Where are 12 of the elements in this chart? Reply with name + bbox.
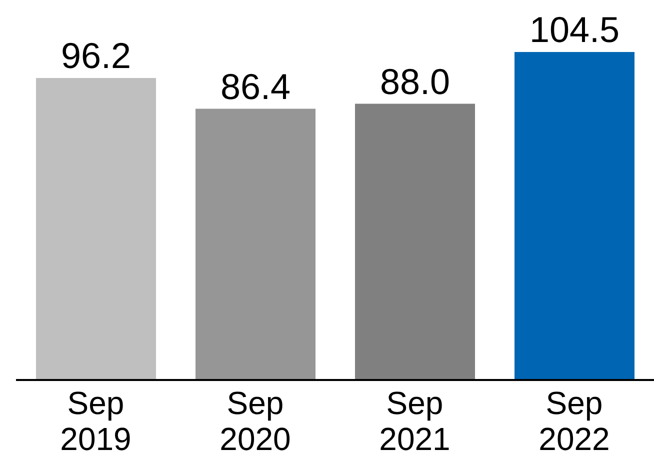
data-label: 96.2 (60, 35, 132, 76)
bar (36, 78, 156, 380)
x-tick-label: Sep 2020 (220, 385, 291, 457)
x-tick-label: Sep 2021 (379, 385, 450, 457)
data-label: 88.0 (380, 60, 450, 102)
bar (196, 108, 316, 380)
data-label: 104.5 (529, 9, 620, 50)
x-tick-label: Sep 2022 (538, 385, 610, 457)
bar (514, 52, 634, 380)
bar (355, 104, 475, 380)
x-tick-label: Sep 2019 (60, 385, 132, 457)
data-label: 86.4 (220, 66, 291, 107)
